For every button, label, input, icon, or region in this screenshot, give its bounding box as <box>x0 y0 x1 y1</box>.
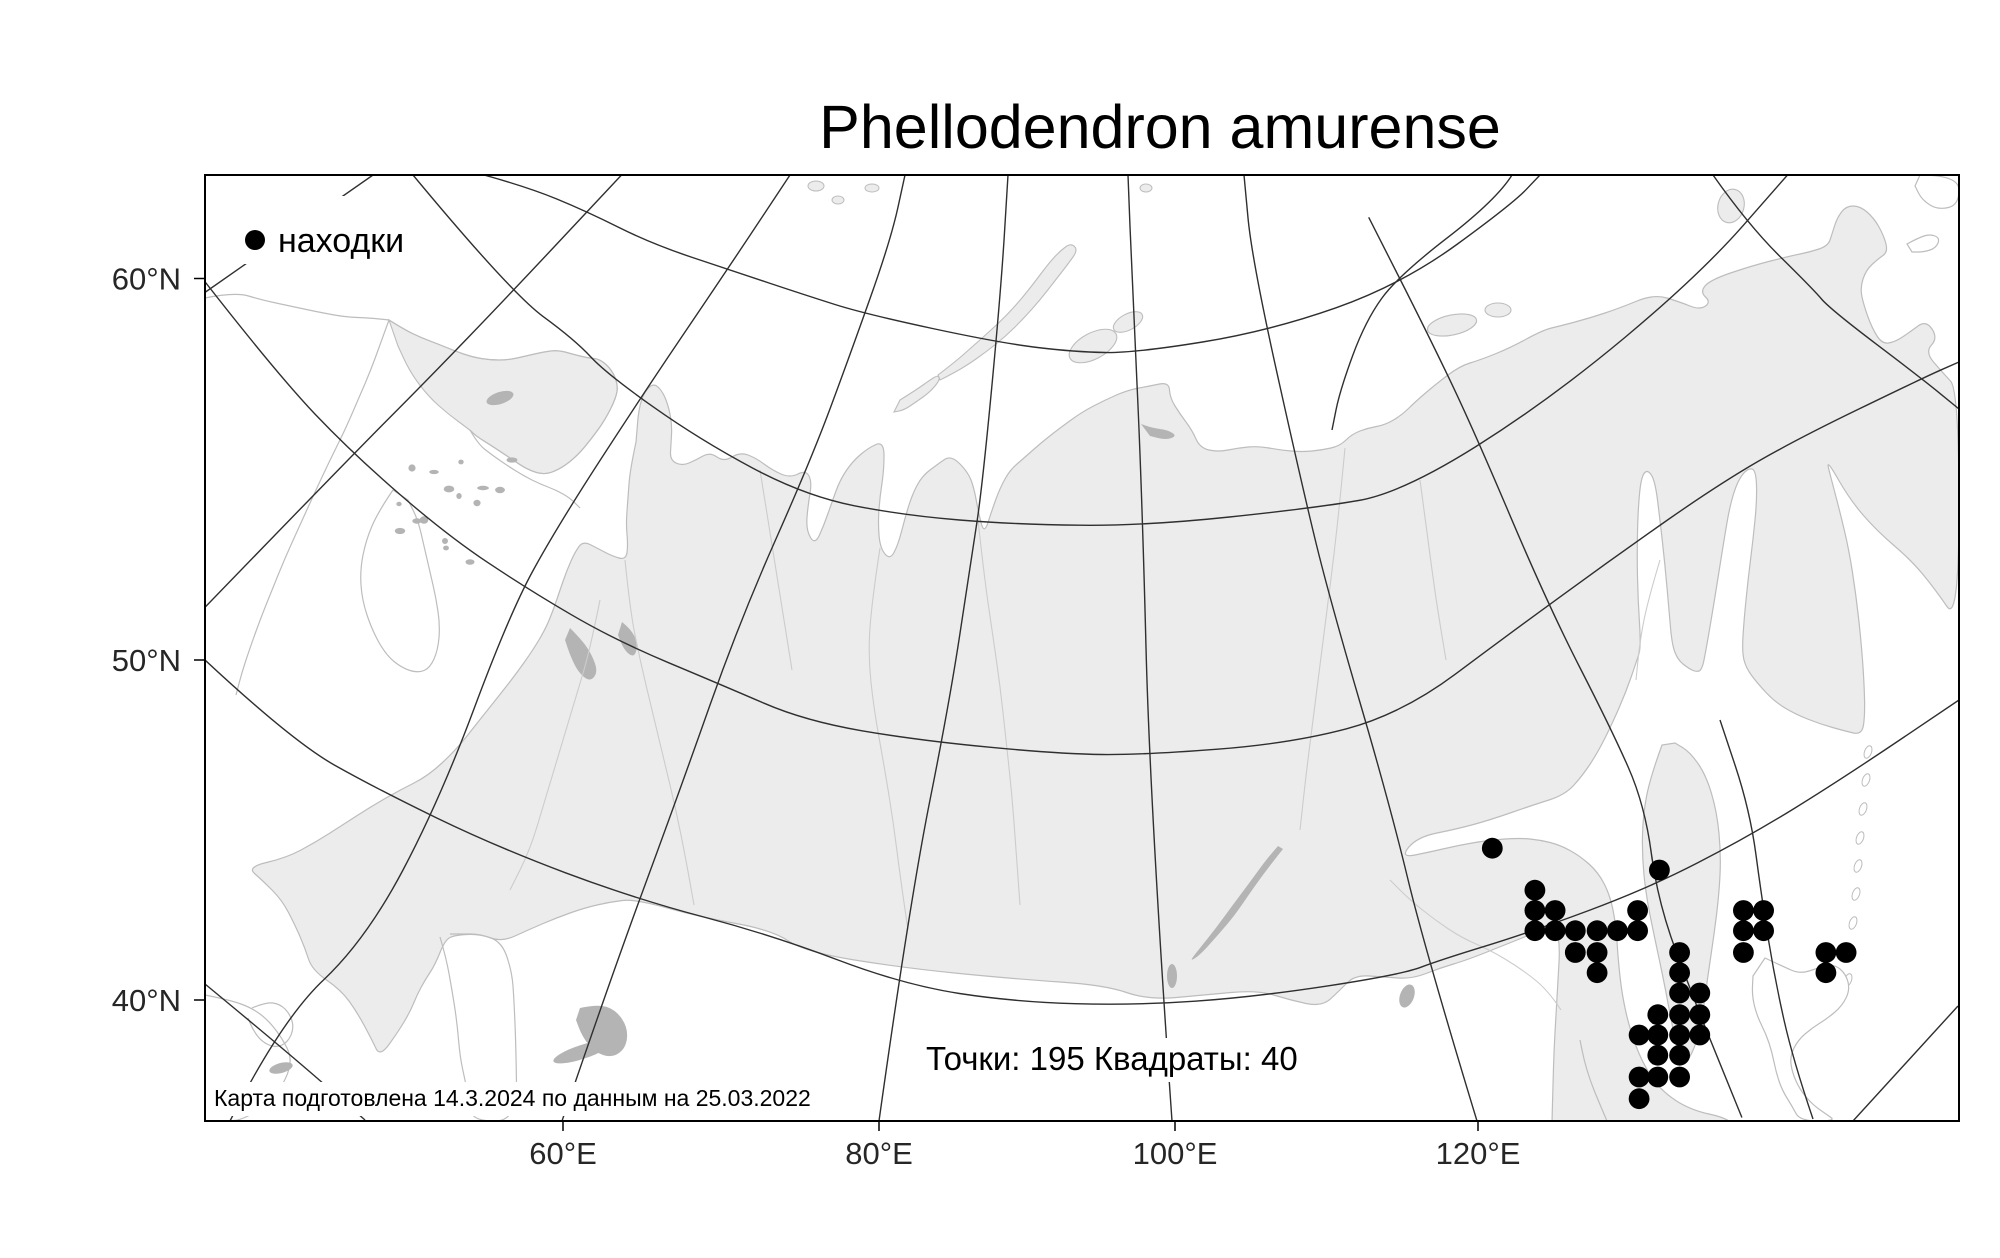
svg-text:120°E: 120°E <box>1436 1136 1521 1171</box>
svg-text:60°E: 60°E <box>529 1136 597 1171</box>
svg-text:40°N: 40°N <box>112 983 181 1018</box>
svg-text:Карта подготовлена 14.3.2024 п: Карта подготовлена 14.3.2024 по данным н… <box>214 1085 811 1111</box>
svg-text:50°N: 50°N <box>112 643 181 678</box>
svg-text:Phellodendron amurense: Phellodendron amurense <box>819 93 1501 161</box>
svg-text:60°N: 60°N <box>112 262 181 297</box>
svg-text:Точки: 195 Квадраты: 40: Точки: 195 Квадраты: 40 <box>926 1040 1298 1077</box>
svg-text:80°E: 80°E <box>845 1136 913 1171</box>
svg-text:находки: находки <box>278 222 404 260</box>
svg-text:100°E: 100°E <box>1133 1136 1218 1171</box>
